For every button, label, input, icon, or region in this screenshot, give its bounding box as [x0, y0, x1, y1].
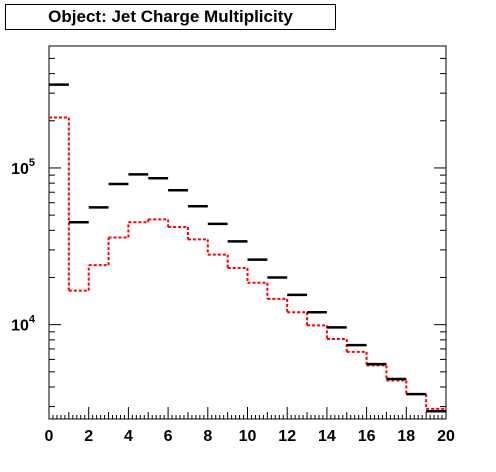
x-tick-label: 18	[397, 428, 415, 445]
x-tick-label: 16	[358, 428, 376, 445]
y-axis: 104 105	[11, 45, 446, 408]
x-tick-label: 14	[318, 428, 336, 445]
x-tick-label: 4	[124, 428, 133, 445]
x-tick-label: 12	[278, 428, 296, 445]
data-marker-series	[49, 83, 446, 413]
x-tick-label: 20	[437, 428, 455, 445]
x-tick-label: 10	[239, 428, 257, 445]
x-tick-label: 2	[84, 428, 93, 445]
x-tick-label: 0	[45, 428, 54, 445]
x-axis: 0 2 4 6 8 10 12 14 16 18 20	[45, 407, 455, 445]
x-tick-label: 6	[164, 428, 173, 445]
x-tick-label: 8	[203, 428, 212, 445]
y-tick-label: 105	[11, 157, 35, 178]
y-tick-label: 104	[11, 314, 36, 335]
chart-title: Object: Jet Charge Multiplicity	[5, 4, 336, 30]
